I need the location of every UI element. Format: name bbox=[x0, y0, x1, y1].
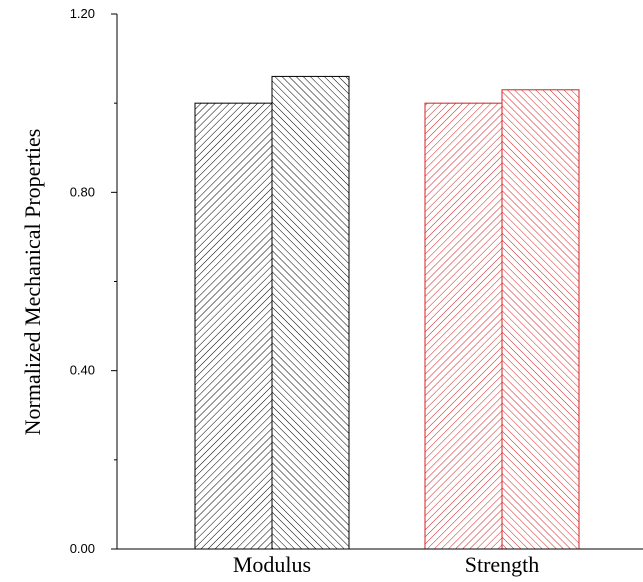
bars-group bbox=[194, 75, 580, 550]
y-tick-label: 0.00 bbox=[70, 541, 95, 556]
y-tick-label: 0.80 bbox=[70, 184, 95, 199]
x-category-label: Strength bbox=[465, 552, 540, 577]
y-tick-label: 0.40 bbox=[70, 363, 95, 378]
y-tick-label: 1.20 bbox=[70, 6, 95, 21]
x-category-label: Modulus bbox=[233, 552, 311, 577]
y-axis-title: Normalized Mechanical Properties bbox=[20, 129, 45, 436]
bar-modulus-2 bbox=[271, 75, 350, 550]
bar-strength-2 bbox=[501, 89, 580, 550]
bar-strength-1 bbox=[424, 102, 503, 550]
x-labels-group: Modulus Strength bbox=[233, 552, 539, 577]
bar-modulus-1 bbox=[194, 102, 273, 550]
y-ticks-group: 0.00 0.40 0.80 1.20 bbox=[70, 6, 117, 556]
